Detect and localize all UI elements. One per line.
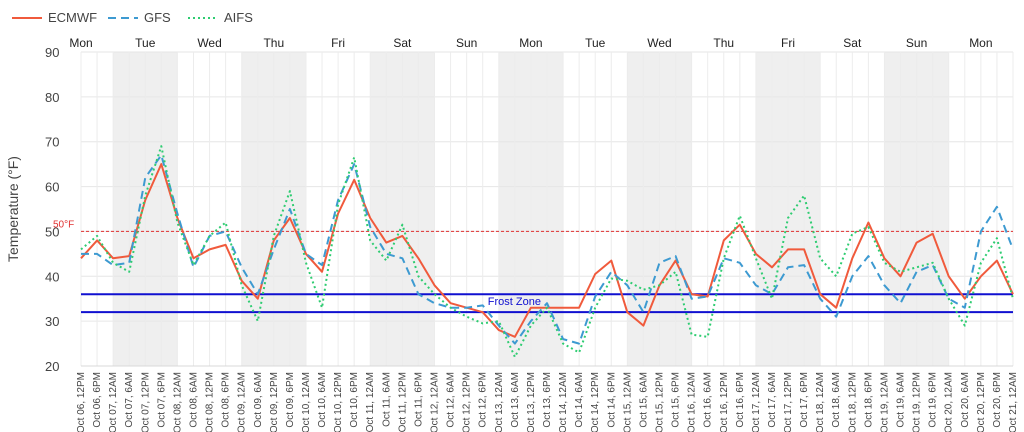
day-label: Mon	[69, 36, 92, 50]
x-tick-label: Oct 12, 12AM	[430, 372, 441, 432]
y-tick-label: 80	[45, 90, 59, 105]
x-tick-label: Oct 17, 12AM	[751, 372, 762, 432]
y-tick-label: 30	[45, 314, 59, 329]
x-tick-label: Oct 07, 12PM	[140, 372, 151, 432]
y-tick-label: 50	[45, 224, 59, 239]
x-tick-label: Oct 20, 6PM	[992, 372, 1003, 428]
x-tick-label: Oct 15, 12AM	[622, 372, 633, 432]
x-tick-label: Oct 17, 6PM	[799, 372, 810, 428]
threshold-label: 50°F	[53, 219, 74, 230]
x-tick-label: Oct 19, 6PM	[928, 372, 939, 428]
x-tick-label: Oct 18, 12AM	[815, 372, 826, 432]
x-tick-label: Oct 21, 12AM	[1008, 372, 1019, 432]
day-label: Wed	[647, 36, 671, 50]
day-label: Fri	[331, 36, 345, 50]
x-tick-label: Oct 19, 12PM	[912, 372, 923, 432]
day-label: Thu	[713, 36, 734, 50]
x-tick-label: Oct 10, 12PM	[333, 372, 344, 432]
day-label: Sat	[843, 36, 862, 50]
x-tick-label: Oct 11, 6AM	[381, 372, 392, 427]
x-tick-label: Oct 15, 6AM	[638, 372, 649, 428]
frost-zone-label: Frost Zone	[488, 296, 541, 308]
x-tick-label: Oct 09, 6AM	[253, 372, 264, 428]
x-tick-label: Oct 15, 12PM	[654, 372, 665, 432]
day-label: Mon	[969, 36, 992, 50]
x-tick-label: Oct 08, 12AM	[172, 372, 183, 432]
aifs-series-line	[80, 145, 1014, 358]
day-label: Thu	[263, 36, 284, 50]
y-tick-label: 20	[45, 359, 59, 374]
x-tick-label: Oct 13, 6AM	[510, 372, 521, 428]
day-label: Mon	[519, 36, 542, 50]
day-label: Tue	[585, 36, 606, 50]
x-tick-label: Oct 15, 6PM	[671, 372, 682, 428]
x-tick-label: Oct 13, 6PM	[542, 372, 553, 428]
x-tick-label: Oct 06, 12PM	[76, 372, 87, 432]
gfs-series-line	[81, 154, 1014, 345]
x-tick-label: Oct 16, 12AM	[687, 372, 698, 432]
x-tick-label: Oct 17, 6AM	[767, 372, 778, 428]
x-tick-label: Oct 11, 12AM	[365, 372, 376, 432]
legend-label-gfs: GFS	[144, 10, 171, 25]
legend-label-aifs: AIFS	[224, 10, 253, 25]
x-tick-label: Oct 07, 12AM	[108, 372, 119, 432]
day-label: Wed	[197, 36, 221, 50]
day-label: Tue	[135, 36, 156, 50]
x-tick-label: Oct 16, 6PM	[735, 372, 746, 428]
x-tick-label: Oct 10, 6PM	[349, 372, 360, 428]
x-tick-label: Oct 13, 12AM	[494, 372, 505, 432]
y-tick-label: 90	[45, 45, 59, 60]
x-tick-label: Oct 08, 6AM	[188, 372, 199, 428]
x-tick-label: Oct 11, 6PM	[413, 372, 424, 427]
x-tick-label: Oct 20, 12PM	[976, 372, 987, 432]
x-tick-label: Oct 20, 6AM	[960, 372, 971, 428]
day-label: Sun	[906, 36, 927, 50]
x-tick-label: Oct 07, 6PM	[156, 372, 167, 428]
x-tick-label: Oct 11, 12PM	[397, 372, 408, 432]
day-label: Sat	[393, 36, 412, 50]
legend-label-ecmwf: ECMWF	[48, 10, 97, 25]
x-tick-label: Oct 10, 6AM	[317, 372, 328, 428]
x-tick-label: Oct 08, 6PM	[221, 372, 232, 428]
x-tick-label: Oct 16, 12PM	[719, 372, 730, 432]
x-tick-label: Oct 12, 6AM	[446, 372, 457, 428]
x-tick-label: Oct 09, 6PM	[285, 372, 296, 428]
day-label: Sun	[456, 36, 477, 50]
x-tick-label: Oct 16, 6AM	[703, 372, 714, 428]
x-tick-label: Oct 14, 6PM	[606, 372, 617, 428]
x-tick-label: Oct 14, 12PM	[590, 372, 601, 432]
x-tick-label: Oct 18, 6AM	[831, 372, 842, 428]
x-tick-label: Oct 18, 12PM	[847, 372, 858, 432]
x-tick-label: Oct 07, 6AM	[124, 372, 135, 428]
y-tick-label: 40	[45, 269, 59, 284]
x-tick-label: Oct 18, 6PM	[863, 372, 874, 428]
y-tick-label: 60	[45, 180, 59, 195]
x-tick-label: Oct 13, 12PM	[526, 372, 537, 432]
x-tick-label: Oct 19, 12AM	[879, 372, 890, 432]
x-tick-label: Oct 08, 12PM	[205, 372, 216, 432]
x-tick-label: Oct 09, 12AM	[237, 372, 248, 432]
x-tick-label: Oct 14, 12AM	[558, 372, 569, 432]
y-tick-label: 70	[45, 135, 59, 150]
day-label: Fri	[781, 36, 795, 50]
x-tick-label: Oct 09, 12PM	[269, 372, 280, 432]
x-tick-label: Oct 12, 12PM	[462, 372, 473, 432]
x-tick-label: Oct 06, 6PM	[92, 372, 103, 428]
x-tick-label: Oct 14, 6AM	[574, 372, 585, 428]
x-tick-label: Oct 19, 6AM	[896, 372, 907, 428]
x-tick-label: Oct 10, 12AM	[301, 372, 312, 432]
x-tick-label: Oct 20, 12AM	[944, 372, 955, 432]
x-tick-label: Oct 17, 12PM	[783, 372, 794, 432]
x-tick-label: Oct 12, 6PM	[478, 372, 489, 428]
y-axis-title: Temperature (°F)	[5, 156, 21, 262]
